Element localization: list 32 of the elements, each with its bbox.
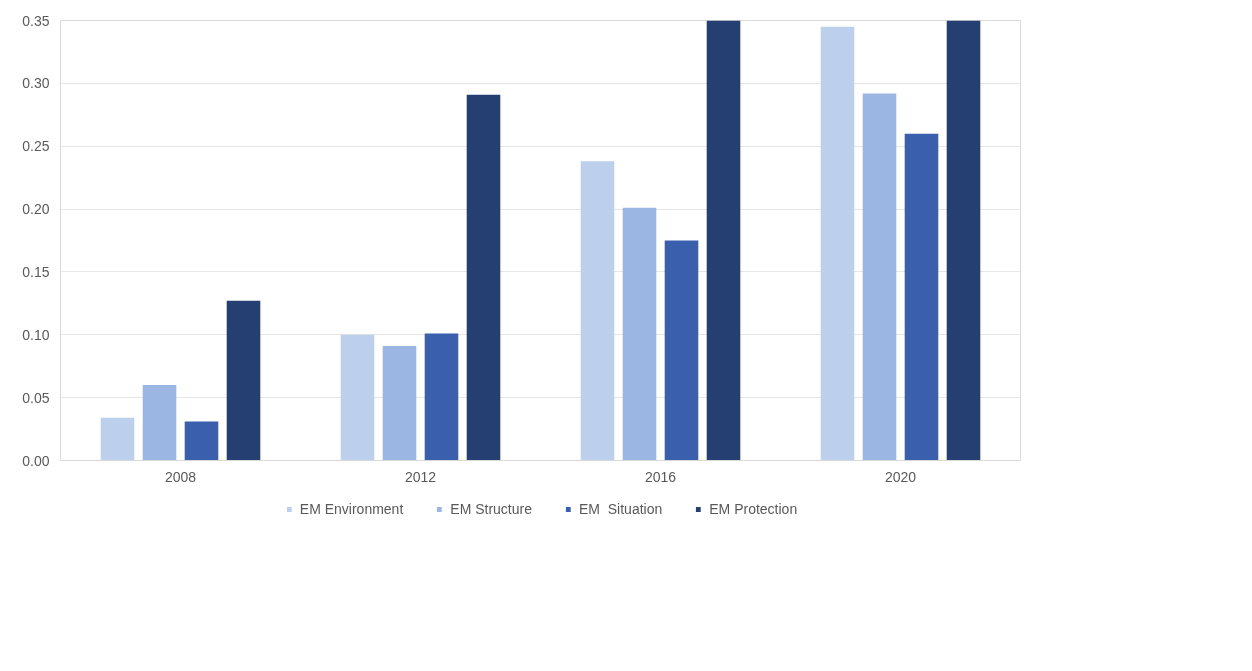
y-tick-label: 0.10 (22, 326, 50, 343)
x-tick-label: 2012 (404, 468, 437, 485)
bar (664, 240, 699, 461)
bar (340, 334, 375, 461)
x-tick-label: 2016 (644, 468, 677, 485)
y-tick-label: 0.30 (22, 75, 50, 92)
bar (946, 20, 981, 461)
y-tick-label: 0.25 (22, 138, 50, 155)
x-tick-label: 2008 (164, 468, 197, 485)
x-tick-label: 2020 (884, 468, 917, 485)
bar (424, 333, 459, 461)
bar (382, 346, 417, 461)
y-tick-label: 0.20 (22, 201, 50, 218)
bar (100, 417, 135, 461)
bar (706, 20, 741, 461)
legend-label: EM Situation (578, 501, 663, 517)
y-tick-label: 0.15 (22, 263, 50, 280)
bar (184, 421, 219, 461)
legend-label: EM Structure (450, 501, 532, 517)
legend-label: EM Environment (299, 501, 404, 517)
bar (142, 385, 177, 461)
y-tick-label: 0.05 (22, 389, 50, 406)
bar (580, 161, 615, 461)
bar (904, 133, 939, 461)
y-tick-label: 0.00 (22, 452, 50, 469)
bar (820, 26, 855, 461)
bar (622, 207, 657, 461)
bar (466, 94, 501, 461)
y-tick-label: 0.35 (22, 12, 50, 29)
legend-label: EM Protection (709, 501, 798, 517)
bar (226, 300, 261, 461)
bar (862, 93, 897, 461)
